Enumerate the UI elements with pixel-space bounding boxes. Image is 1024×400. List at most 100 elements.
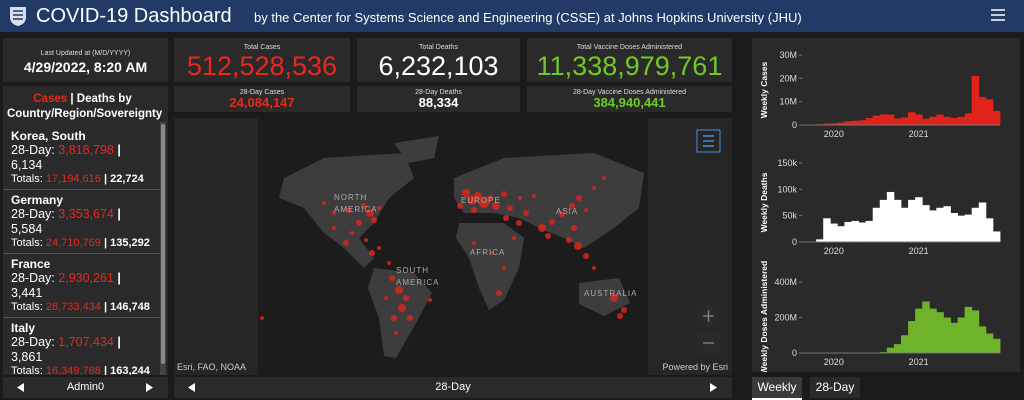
stat-box: Total Vaccine Doses Administered 11,338,9… [527,38,732,82]
bar [964,214,973,242]
stat-value: 11,338,979,761 [536,51,723,81]
bar [816,239,824,242]
totals-label: Totals: [11,365,43,375]
country-name: Korea, South [11,129,86,143]
stat-box: Total Cases 512,528,536 [174,38,350,82]
map-next-arrow[interactable] [710,383,718,392]
case-dot [549,219,555,225]
bar [971,310,980,353]
case-dot [538,224,546,232]
day28-cases: 2,930,261 [58,271,114,285]
last-updated-label: Last Updated at (M/D/YYYY) [40,50,131,57]
bar [971,76,980,125]
total-cases: 24,710,769 [45,237,101,249]
bar [830,123,838,125]
scroll-thumb[interactable] [161,124,165,364]
totals-line: Totals: 16,349,788 | 163,244 [11,365,154,375]
tab[interactable]: 28-Day [810,377,860,398]
bar [992,338,1001,353]
x-tick-label: 2021 [909,357,929,367]
case-dot [492,202,500,210]
day28-line: 28-Day: 3,353,674 | [11,207,154,222]
total-deaths: 163,244 [110,365,150,375]
case-dot [502,266,506,270]
case-dot [332,226,336,230]
tab[interactable]: Weekly [752,377,802,400]
bar [915,308,923,353]
menu-button[interactable] [990,8,1006,22]
stat-value: 512,528,536 [186,51,338,81]
legend-button[interactable] [696,129,721,153]
bar [893,118,902,125]
bar [837,226,845,242]
bar [872,115,881,125]
stat-label: Total Deaths [419,44,458,51]
bar [837,122,845,125]
y-axis-label: Weekly Deaths [759,172,769,232]
case-dot [391,315,397,321]
country-name: Germany [11,193,64,207]
stat-label: 28-Day Deaths [415,89,462,96]
case-dot [403,295,409,301]
separator: | [103,301,108,313]
case-dot [503,215,509,221]
case-dot [377,206,381,210]
day28-cases: 3,818,798 [58,143,114,157]
y-tick-label: 30M [779,50,797,60]
map-prev-arrow[interactable] [188,383,196,392]
case-dot [487,195,493,201]
bar [936,207,944,242]
case-dot [507,205,513,211]
bar [922,118,930,125]
case-dot [496,290,502,296]
map-footer-label: 28-Day [435,381,471,393]
title: COVID-19 Dashboard [36,5,232,27]
bar [908,321,916,353]
totals-line: Totals: 17,194,616 | 22,724 [11,173,154,185]
day28-cases: 1,707,434 [58,335,114,349]
bar [964,113,973,125]
scrollbar[interactable] [160,122,166,375]
stat-box: 28-Day Vaccine Doses Administered 384,940… [527,86,732,112]
bar [893,344,902,353]
case-dot [364,238,368,242]
case-dot [350,231,354,235]
map-powered-by: Powered by Esri [662,362,728,372]
prev-arrow[interactable] [17,383,25,392]
bar [943,317,951,353]
next-arrow[interactable] [146,383,154,392]
case-dot [361,203,367,209]
region-label: SOUTH [396,266,429,275]
case-dot [395,286,403,294]
case-dot [428,298,432,302]
totals-label: Totals: [11,173,43,185]
entries: Korea, South 28-Day: 3,818,798 | 6,134 Tota… [3,126,160,375]
case-dot [332,211,336,215]
totals-label: Totals: [11,237,43,249]
stat-label: 28-Day Cases [239,89,285,96]
case-dot [584,208,588,212]
bar [908,112,916,125]
stat-value: 88,334 [418,95,459,110]
stat-box: 28-Day Cases 24,084,147 [174,86,350,112]
case-dot [602,176,606,180]
bar [886,191,895,242]
region-label: AMERICA [396,278,439,287]
country-list: Cases | Deaths by Country/Region/Soverei… [3,86,168,375]
case-dot [346,207,352,213]
case-dot [457,203,463,209]
x-tick-label: 2020 [824,129,844,139]
case-dot [571,225,577,231]
case-dot [621,307,627,313]
bar [851,220,859,242]
region-label: AMERICA [334,205,377,214]
map-footer: 28-Day [174,377,732,398]
case-dot [490,251,494,255]
bar [964,306,973,353]
separator: | [103,237,108,249]
day28-label: 28-Day: [11,143,55,157]
y-tick-label: 20M [779,73,797,83]
bar [901,117,909,125]
bar [992,231,1001,242]
day28-deaths: 3,441 [11,286,43,300]
